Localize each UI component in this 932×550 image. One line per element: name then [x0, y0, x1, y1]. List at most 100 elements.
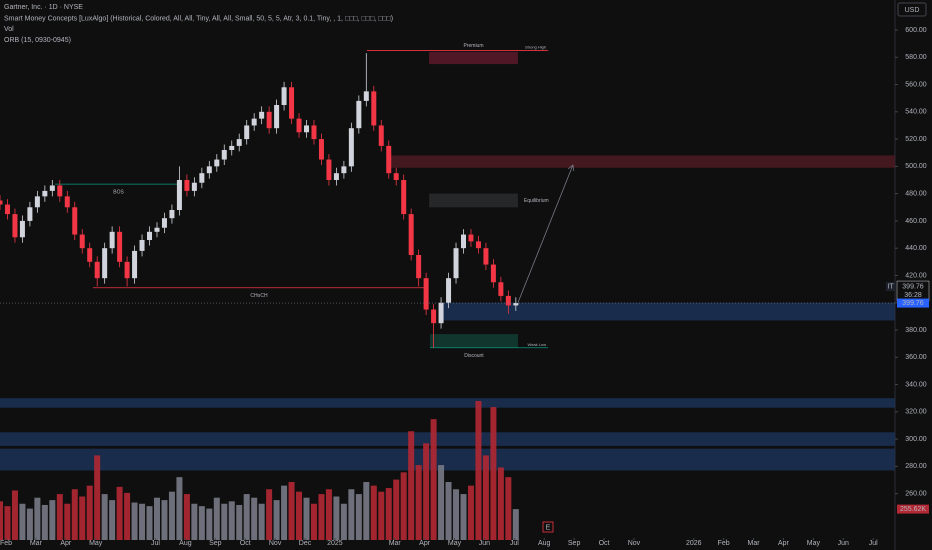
candle-body: [87, 248, 93, 262]
volume-bar: [94, 455, 101, 540]
y-tick-label: 340.00: [905, 381, 927, 388]
x-tick-label: 2026: [686, 540, 702, 547]
volume-bar: [385, 488, 392, 540]
volume-bar: [109, 500, 116, 540]
volume-bar: [497, 467, 504, 540]
candle-body: [214, 159, 220, 167]
volume-bar: [153, 497, 160, 540]
candle-body: [169, 210, 175, 219]
volume-bar: [400, 472, 407, 540]
candle-body: [79, 234, 85, 249]
volume-bar: [191, 503, 198, 540]
candle-body: [393, 173, 399, 180]
candle-body: [289, 87, 295, 119]
candle-body: [371, 91, 377, 126]
volume-bar: [101, 494, 108, 540]
currency-button[interactable]: [897, 2, 927, 17]
volume-bar: [445, 482, 452, 540]
candle-body: [199, 173, 205, 183]
arrow-head: [568, 164, 575, 172]
projection-arrow: [517, 164, 574, 303]
volume-bar: [430, 419, 437, 540]
y-tick-label: 600.00: [905, 27, 927, 34]
candle-body: [311, 125, 317, 140]
volume-bar: [460, 494, 467, 540]
y-tick-label: 520.00: [905, 136, 927, 143]
candle-body: [483, 248, 489, 265]
volume-bar: [438, 465, 445, 540]
chart-title: Gartner, Inc. · 1D · NYSE: [4, 4, 83, 11]
candle-body: [34, 196, 40, 208]
volume-bar: [56, 494, 63, 540]
volume-bar: [482, 455, 489, 540]
indicator-label: Smart Money Concepts [LuxAlgo] (Historic…: [4, 15, 393, 22]
zone: [429, 51, 518, 65]
x-tick-label: Apr: [419, 540, 431, 547]
x-tick-label: May: [448, 540, 462, 547]
zone: [0, 432, 895, 446]
structure-label: Weak Low: [528, 342, 547, 347]
candle-body: [274, 105, 280, 129]
y-tick-label: 440.00: [905, 245, 927, 252]
zone-label: Discount: [464, 353, 484, 359]
x-tick-label: Jul: [869, 540, 878, 547]
x-tick-label: Dec: [299, 540, 312, 547]
volume-bar: [266, 489, 273, 540]
candle-body: [401, 180, 407, 215]
volume-bar: [0, 501, 3, 540]
y-tick-label: 460.00: [905, 218, 927, 225]
x-tick-label: Apr: [60, 540, 72, 547]
candle-body: [416, 255, 422, 279]
y-tick-label: 580.00: [905, 54, 927, 61]
candle-body: [64, 196, 70, 208]
x-tick-label: Aug: [538, 540, 551, 547]
volume-bar: [34, 497, 41, 540]
candle-body: [333, 173, 339, 180]
candle-body: [27, 207, 33, 221]
volume-bar: [79, 496, 86, 540]
x-tick-label: Oct: [599, 540, 610, 547]
candle-body: [184, 180, 190, 191]
x-tick-label: Mar: [748, 540, 761, 547]
x-tick-label: Mar: [389, 540, 402, 547]
candle-body: [57, 185, 63, 197]
volume-bar: [71, 489, 78, 540]
candle-body: [124, 261, 130, 279]
volume-bar: [124, 492, 131, 540]
volume-bar: [355, 494, 362, 540]
x-tick-label: Sep: [209, 540, 222, 547]
x-tick-label: Feb: [0, 540, 12, 547]
volume-bar: [176, 477, 183, 540]
volume-bar: [131, 502, 138, 540]
x-tick-label: Feb: [718, 540, 730, 547]
candle-body: [408, 214, 414, 255]
x-tick-label: Apr: [778, 540, 790, 547]
x-tick-label: May: [89, 540, 103, 547]
candle-body: [490, 264, 496, 283]
candle-body: [94, 261, 100, 279]
x-tick-label: Oct: [240, 540, 251, 547]
volume-bar: [303, 497, 310, 540]
volume-bar: [475, 401, 482, 540]
x-tick-label: Aug: [179, 540, 192, 547]
candle-body: [139, 240, 145, 251]
indicator-label: ORB (15, 0930-0945): [4, 37, 71, 44]
volume-bar: [19, 503, 26, 540]
volume-bar: [49, 500, 56, 540]
volume-bar: [340, 503, 347, 540]
currency-label[interactable]: USD: [905, 7, 920, 14]
x-tick-label: May: [807, 540, 821, 547]
y-tick-label: 320.00: [905, 409, 927, 416]
candle-body: [259, 111, 265, 119]
candle-body: [229, 145, 235, 150]
candle-body: [498, 282, 504, 296]
candle-body: [49, 185, 55, 191]
volume-bar: [221, 503, 228, 540]
candle-body: [72, 207, 78, 235]
candle-body: [513, 303, 519, 306]
volume-bar: [64, 503, 71, 540]
candle-body: [475, 241, 481, 249]
structure-label: Strong High: [525, 45, 546, 50]
candle-body: [132, 250, 138, 279]
